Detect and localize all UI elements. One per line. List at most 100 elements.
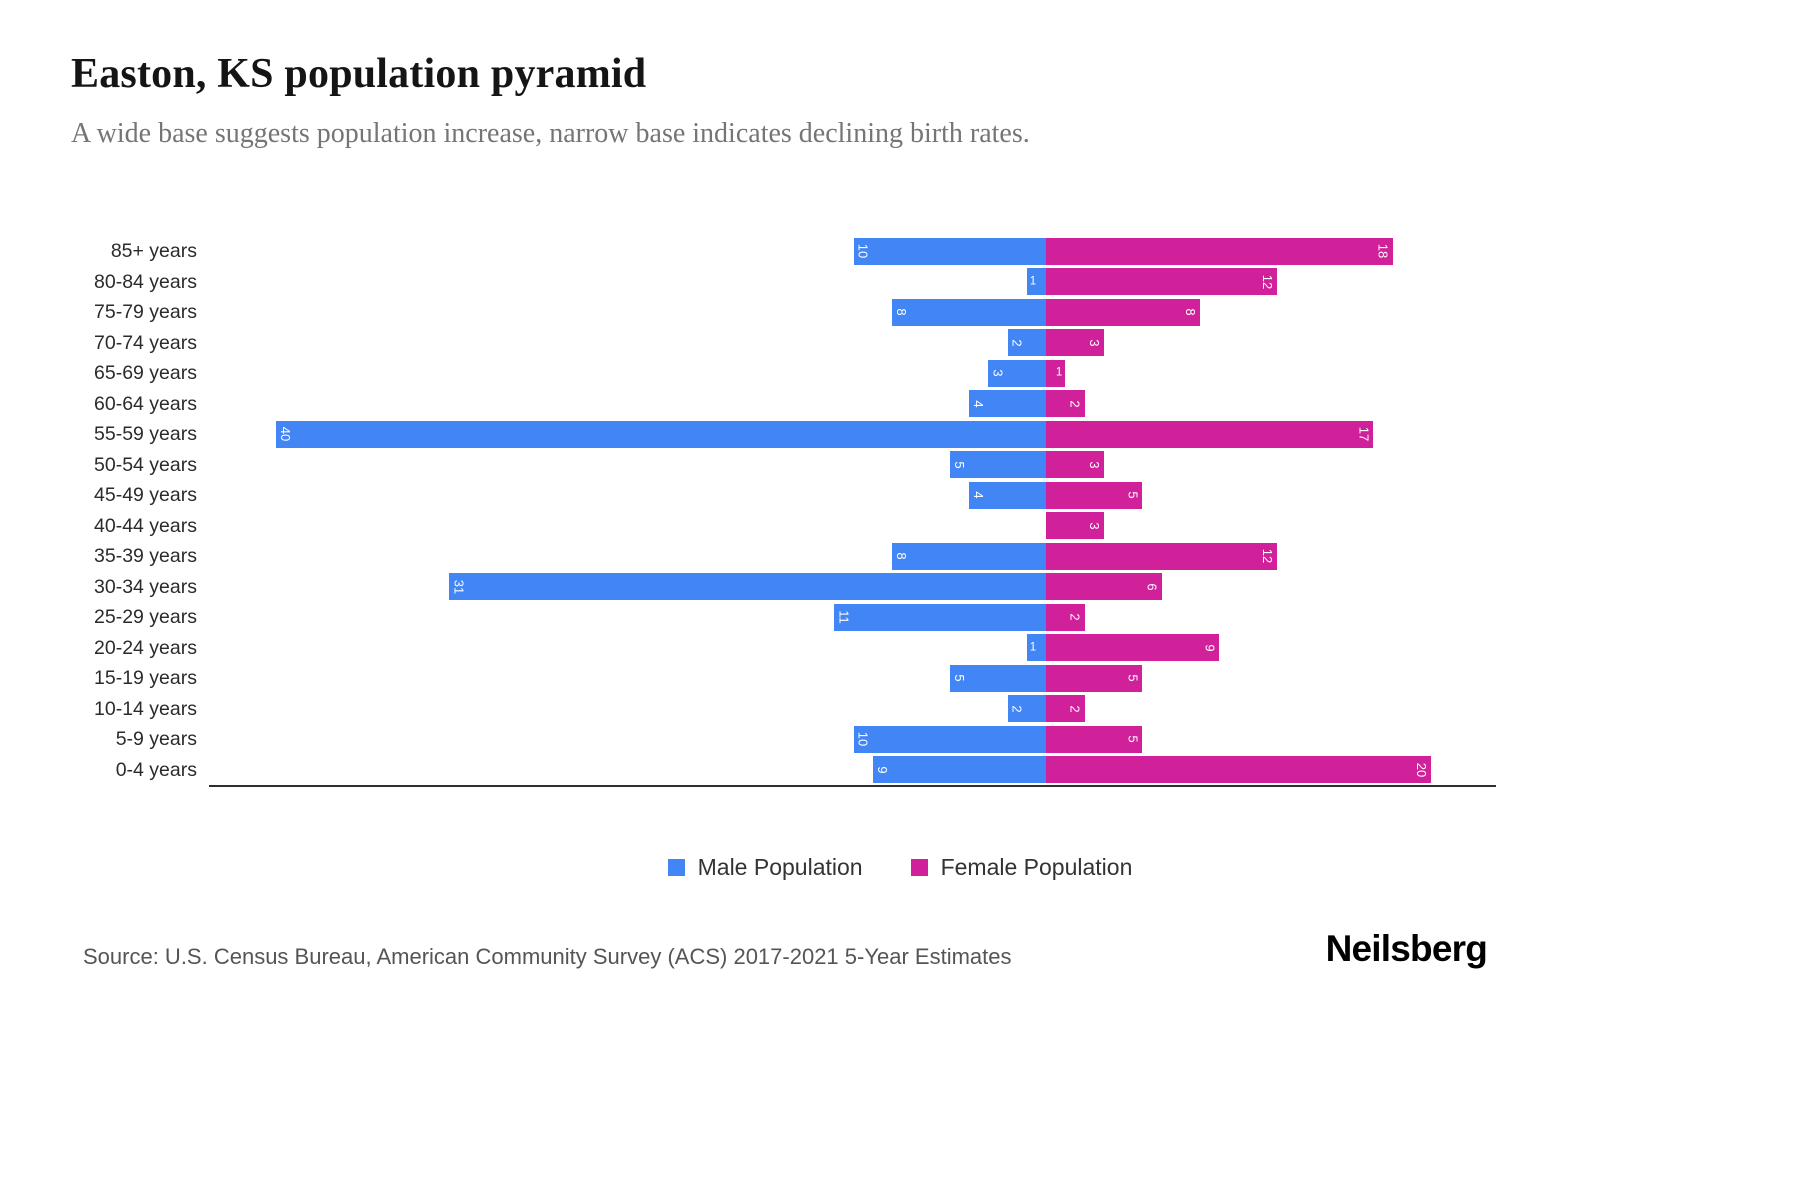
male-bar[interactable]: 5 [949,451,1046,479]
age-group-label: 35-39 years [94,545,197,567]
female-bar-value: 3 [1086,339,1102,347]
male-bar[interactable]: 31 [449,573,1046,601]
age-group-label: 20-24 years [94,636,197,659]
male-bar-value: 4 [971,400,986,408]
male-bar-value: 8 [894,308,909,316]
chart-row: 25-29 years 11 2 [0,602,1800,633]
male-bar[interactable]: 8 [892,542,1046,570]
female-bar[interactable]: 12 [1046,268,1277,296]
female-bar[interactable]: 5 [1046,481,1143,509]
chart-row: 45-49 years 4 5 [0,480,1800,511]
female-bar-value: 12 [1260,274,1275,289]
male-bar[interactable]: 2 [1007,695,1046,723]
chart-row: 50-54 years 5 3 [0,450,1800,481]
chart-title: Easton, KS population pyramid [71,51,647,97]
legend-label-male: Male Population [697,854,863,880]
male-bar-value: 10 [855,732,871,747]
male-bar[interactable]: 9 [872,756,1046,784]
female-bar[interactable]: 2 [1046,390,1085,418]
male-bar[interactable]: 11 [834,603,1046,631]
chart-row: 0-4 years 9 20 [0,755,1800,786]
male-bar[interactable]: 2 [1007,329,1046,357]
female-bar[interactable]: 18 [1046,237,1393,265]
female-bar-value: 8 [1183,308,1198,316]
female-bar[interactable]: 2 [1046,695,1085,723]
age-group-label: 0-4 years [115,758,197,781]
chart-row: 60-64 years 4 2 [0,389,1800,420]
female-bar[interactable]: 20 [1046,756,1431,784]
age-group-label: 60-64 years [94,392,197,415]
female-bar-value: 18 [1375,244,1391,259]
legend-item-female[interactable]: Female Population [910,854,1133,881]
female-bar[interactable]: 5 [1046,725,1143,753]
chart-row: 65-69 years 3 1 [0,358,1800,389]
age-group-label: 15-19 years [94,667,197,689]
male-bar[interactable]: 4 [969,390,1046,418]
female-bar[interactable]: 9 [1046,634,1220,662]
female-bar[interactable]: 3 [1046,512,1104,540]
female-bar-value: 5 [1125,491,1141,499]
male-bar-value: 2 [1009,705,1025,713]
age-group-label: 65-69 years [94,362,197,384]
age-group-label: 80-84 years [94,270,197,293]
female-bar[interactable]: 2 [1046,603,1085,631]
female-bar-value: 2 [1067,705,1083,713]
chart-legend: Male Population Female Population [0,854,1800,881]
female-bar-value: 2 [1067,613,1083,621]
chart-row: 75-79 years 8 8 [0,297,1800,328]
age-group-label: 5-9 years [115,728,197,750]
male-bar[interactable]: 4 [969,481,1046,509]
male-bar[interactable]: 10 [853,725,1046,753]
x-axis-line [209,785,1496,787]
female-bar[interactable]: 3 [1046,451,1104,479]
female-bar[interactable]: 6 [1046,573,1162,601]
male-bar[interactable]: 1 [1026,268,1046,296]
female-bar[interactable]: 3 [1046,329,1104,357]
male-bar[interactable]: 8 [892,298,1046,326]
male-bar-value: 5 [951,674,967,682]
age-group-label: 85+ years [110,240,197,262]
male-bar[interactable]: 5 [949,664,1046,692]
male-bar-value: 3 [990,369,1006,377]
male-bar-value: 1 [1029,641,1037,653]
chart-row: 55-59 years 40 17 [0,419,1800,450]
female-bar-value: 3 [1086,461,1102,469]
chart-row: 70-74 years 2 3 [0,328,1800,359]
age-group-label: 45-49 years [94,484,197,506]
male-bar[interactable]: 10 [853,237,1046,265]
source-attribution: Source: U.S. Census Bureau, American Com… [83,944,1012,969]
male-bar[interactable]: 1 [1026,634,1046,662]
chart-row: 20-24 years 1 9 [0,633,1800,664]
male-bar-value: 5 [951,461,967,469]
male-bar[interactable]: 3 [988,359,1046,387]
age-group-label: 30-34 years [94,575,197,598]
age-group-label: 55-59 years [94,423,197,445]
female-bar-value: 17 [1356,427,1372,442]
female-bar-value: 3 [1086,522,1102,530]
male-bar[interactable]: 40 [276,420,1046,448]
age-group-label: 50-54 years [94,453,197,476]
chart-plot: 85+ years 10 18 80-84 years 1 12 75-79 years 8 8… [0,236,1800,786]
female-bar[interactable]: 1 [1046,359,1066,387]
female-bar[interactable]: 8 [1046,298,1200,326]
legend-item-male[interactable]: Male Population [667,854,863,881]
chart-row: 35-39 years 8 12 [0,541,1800,572]
female-bar-value: 2 [1067,400,1083,408]
male-bar-value: 8 [894,552,909,560]
legend-label-female: Female Population [940,854,1133,880]
chart-row: 15-19 years 5 5 [0,663,1800,694]
male-bar-value: 40 [278,427,293,442]
female-bar-value: 20 [1414,762,1429,777]
female-bar-value: 5 [1125,674,1141,682]
female-bar[interactable]: 17 [1046,420,1374,448]
legend-swatch-male [667,859,685,876]
age-group-label: 75-79 years [94,301,197,323]
age-group-label: 70-74 years [94,331,197,354]
female-bar[interactable]: 5 [1046,664,1143,692]
male-bar-value: 9 [874,766,890,774]
age-group-label: 10-14 years [94,697,197,720]
female-bar[interactable]: 12 [1046,542,1277,570]
male-bar-value: 10 [855,244,871,259]
female-bar-value: 1 [1055,366,1063,379]
male-bar-value: 2 [1009,339,1025,347]
